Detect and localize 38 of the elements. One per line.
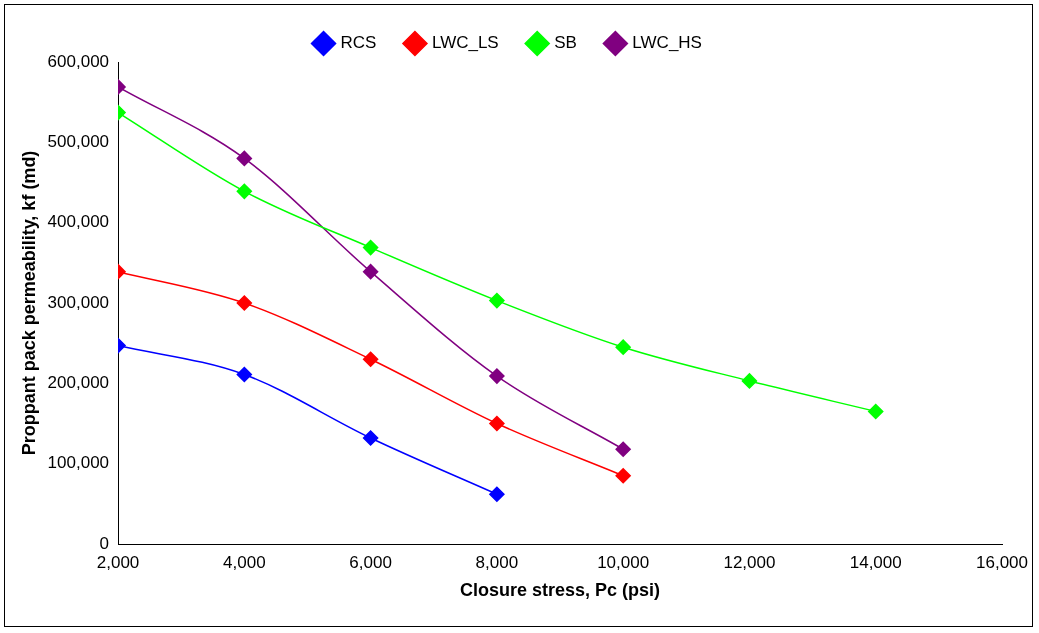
y-tick-label: 400,000 [47, 212, 110, 232]
legend-label: SB [554, 33, 577, 53]
x-tick-label: 16,000 [976, 552, 1028, 572]
y-tick-label: 100,000 [47, 453, 110, 473]
y-tick-label: 0 [99, 533, 110, 553]
point [615, 441, 631, 457]
legend-label: LWC_LS [431, 33, 499, 53]
x-tick-label: 10,000 [597, 552, 650, 572]
x-axis-title: Closure stress, Pc (psi) [459, 580, 661, 601]
x-tick-label: 12,000 [723, 552, 776, 572]
point [489, 415, 505, 432]
point [489, 292, 505, 309]
point [362, 263, 379, 280]
legend-label: LWC_HS [632, 33, 702, 53]
x-tick-label: 8,000 [475, 552, 519, 572]
x-tick-label: 6,000 [349, 552, 392, 572]
y-tick-label: 600,000 [47, 51, 110, 71]
y-axis-title: Proppant pack permeability, kf (md) [18, 150, 39, 456]
point [615, 339, 631, 355]
y-tick-label: 500,000 [47, 132, 110, 152]
point [236, 150, 253, 167]
point [489, 368, 505, 384]
x-tick-label: 14,000 [849, 552, 902, 572]
point [362, 239, 379, 256]
point [236, 295, 253, 311]
legend-label: RCS [340, 33, 377, 53]
point [236, 366, 253, 383]
point [741, 373, 758, 389]
y-tick-label: 200,000 [47, 373, 110, 393]
point [362, 351, 379, 367]
point [867, 403, 884, 420]
x-tick-label: 4,000 [223, 552, 266, 572]
x-tick-label: 2,000 [96, 552, 140, 572]
y-tick-label: 300,000 [47, 292, 110, 312]
point [236, 183, 253, 200]
point [362, 430, 379, 446]
point [489, 486, 505, 502]
point [615, 467, 631, 484]
